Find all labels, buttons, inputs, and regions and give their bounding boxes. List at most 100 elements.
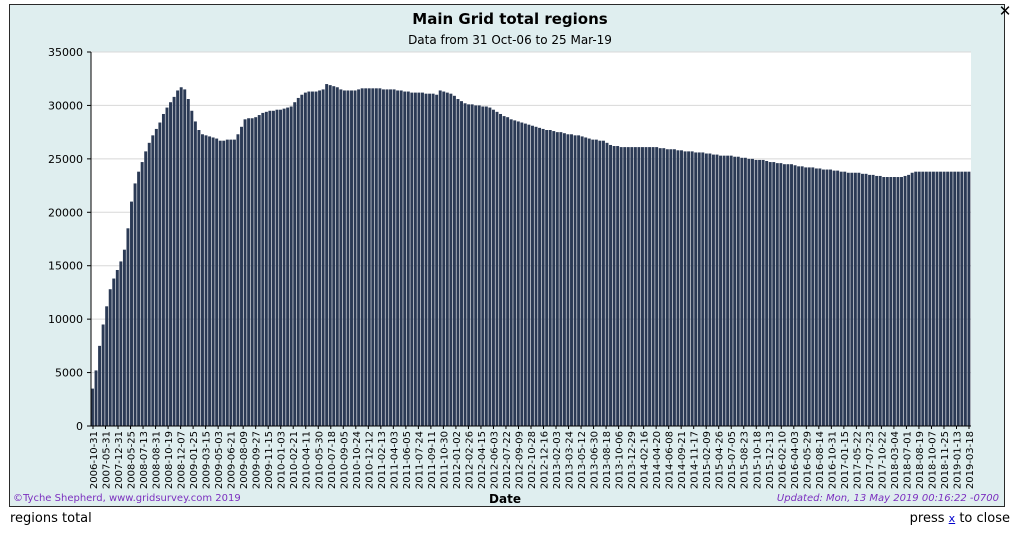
- bar: [424, 93, 428, 427]
- x-tick-label: 2007-12-31: [114, 431, 125, 489]
- close-key-link[interactable]: x: [948, 512, 956, 525]
- x-tick-label: 2009-05-03: [214, 431, 225, 489]
- bar: [385, 89, 389, 427]
- bar: [506, 117, 510, 427]
- x-tick-label: 2008-10-19: [164, 431, 175, 489]
- bar: [474, 105, 478, 427]
- bar: [133, 183, 137, 426]
- x-tick-label: 2009-03-15: [202, 431, 213, 489]
- bar: [573, 135, 577, 426]
- x-tick-label: 2011-10-30: [439, 431, 450, 489]
- bar: [247, 118, 251, 426]
- bar: [690, 151, 694, 426]
- bar: [790, 164, 793, 426]
- y-tick-label: 35000: [48, 46, 83, 59]
- bar: [495, 111, 499, 426]
- bar: [197, 130, 201, 426]
- x-tick-label: 2015-12-13: [765, 431, 776, 489]
- x-tick-label: 2012-09-09: [514, 431, 525, 489]
- x-tick-label: 2009-06-21: [227, 431, 238, 489]
- x-tick-label: 2008-07-13: [139, 431, 150, 489]
- bar: [676, 150, 680, 426]
- x-tick-label: 2010-01-03: [277, 431, 288, 489]
- close-icon[interactable]: ✕: [998, 2, 1012, 20]
- x-tick-label: 2011-06-05: [402, 431, 413, 489]
- bar: [484, 106, 488, 426]
- bar: [775, 163, 779, 426]
- bar: [293, 102, 297, 426]
- x-tick-label: 2008-12-07: [177, 431, 188, 489]
- bar: [719, 155, 723, 426]
- bar: [98, 345, 102, 426]
- bar: [726, 155, 730, 426]
- bar: [477, 105, 481, 427]
- bar: [630, 147, 634, 426]
- x-tick-label: 2018-10-07: [927, 431, 938, 489]
- bar: [91, 388, 94, 426]
- bar: [800, 166, 804, 426]
- bar: [889, 177, 893, 426]
- credit-text: ©Tyche Shepherd, www.gridsurvey.com 2019: [13, 493, 241, 504]
- bar: [151, 135, 155, 426]
- chart: Main Grid total regions Data from 31 Oct…: [13, 10, 999, 506]
- bar: [314, 91, 318, 426]
- bar: [140, 162, 144, 426]
- bar: [137, 171, 141, 426]
- bar: [662, 148, 666, 427]
- x-tick-label: 2012-04-15: [477, 431, 488, 489]
- bar: [761, 159, 765, 426]
- bar: [279, 109, 283, 426]
- bar: [814, 168, 818, 426]
- bar: [545, 130, 549, 426]
- x-tick-label: 2016-02-10: [777, 431, 788, 489]
- bar: [711, 154, 715, 426]
- bar: [641, 147, 644, 426]
- bar: [225, 139, 229, 426]
- bar: [782, 164, 786, 426]
- bar: [183, 89, 187, 427]
- bar: [811, 167, 815, 426]
- bar: [612, 146, 616, 426]
- x-tick-label: 2017-07-23: [865, 431, 876, 489]
- bar: [836, 170, 840, 426]
- y-tick-label: 15000: [48, 260, 83, 273]
- bar: [179, 87, 183, 426]
- bar: [176, 90, 180, 426]
- x-tick-label: 2016-08-14: [815, 431, 826, 489]
- bar: [169, 102, 173, 426]
- bar: [619, 147, 623, 426]
- bar: [243, 119, 247, 426]
- bar: [499, 113, 503, 426]
- x-tick-label: 2017-01-15: [840, 431, 851, 489]
- x-tick-label: 2013-05-12: [577, 431, 588, 489]
- bar: [438, 90, 442, 426]
- bar: [342, 90, 346, 426]
- bar: [154, 128, 158, 426]
- bar: [303, 92, 307, 427]
- bar: [254, 117, 258, 427]
- bar: [481, 106, 485, 426]
- bar: [885, 177, 889, 426]
- bar: [286, 107, 290, 426]
- bar: [215, 138, 219, 427]
- y-tick-label: 25000: [48, 153, 83, 166]
- x-tick-label: 2010-09-05: [339, 431, 350, 489]
- bar: [130, 201, 133, 426]
- bar: [683, 151, 687, 426]
- x-tick-label: 2009-08-09: [239, 431, 250, 489]
- x-tick-label: 2012-07-22: [502, 431, 513, 489]
- bar: [648, 147, 652, 426]
- bar: [939, 171, 943, 426]
- bar: [538, 127, 542, 427]
- bar: [598, 140, 602, 426]
- bar: [868, 174, 872, 426]
- bar: [680, 150, 683, 426]
- x-tick-label: 2017-05-22: [852, 431, 863, 489]
- y-tick-label: 5000: [55, 367, 83, 380]
- bar: [261, 112, 265, 426]
- bar: [190, 110, 194, 427]
- bar: [655, 147, 659, 426]
- bar: [669, 149, 673, 427]
- bar: [364, 88, 368, 426]
- x-tick-label: 2007-05-31: [102, 431, 113, 489]
